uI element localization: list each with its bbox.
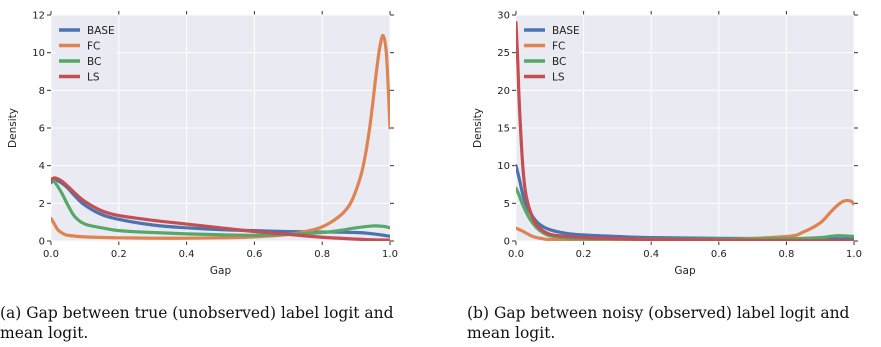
legend-b: BASE FC BC LS <box>521 21 581 89</box>
legend-label-bc-b: BC <box>552 56 566 68</box>
y-tick-label-a: 2 <box>39 199 45 210</box>
y-tick-label-b: 20 <box>497 86 510 97</box>
legend-a: BASE FC BC LS <box>56 21 116 89</box>
caption-b: (b) Gap between noisy (observed) label l… <box>467 304 850 342</box>
x-tick-label-b: 0.2 <box>576 249 592 260</box>
x-tick-label-a: 1.0 <box>382 249 398 260</box>
y-tick-label-a: 6 <box>39 124 45 135</box>
x-tick-label-b: 0.0 <box>508 249 524 260</box>
legend-label-ls-a: LS <box>87 72 100 84</box>
x-tick-label-a: 0.2 <box>111 249 127 260</box>
legend-label-fc-a: FC <box>87 41 100 53</box>
x-tick-label-a: 0.8 <box>314 249 330 260</box>
caption-a: (a) Gap between true (unobserved) label … <box>0 304 394 342</box>
legend-label-base-a: BASE <box>87 25 115 37</box>
y-tick-label-b: 0 <box>504 237 510 248</box>
x-tick-label-a: 0.4 <box>179 249 195 260</box>
y-tick-label-a: 0 <box>39 237 45 248</box>
y-tick-label-a: 8 <box>39 86 45 97</box>
y-axis-label-a: Density <box>7 108 19 148</box>
chart-a: 0.0 0.2 0.4 0.6 0.8 1.0 0 2 4 6 8 10 12 Gap Density BAS… <box>7 11 398 278</box>
y-tick-label-b: 15 <box>497 124 510 135</box>
x-tick-label-a: 0.6 <box>246 249 262 260</box>
y-tick-label-a: 4 <box>39 161 45 172</box>
y-axis-label-b: Density <box>472 108 484 148</box>
y-tick-label-a: 12 <box>32 11 45 22</box>
series-line-ls-b <box>516 20 854 241</box>
x-tick-label-b: 0.8 <box>778 249 794 260</box>
legend-label-fc-b: FC <box>552 41 565 53</box>
legend-label-base-b: BASE <box>552 25 580 37</box>
x-tick-label-b: 1.0 <box>846 249 862 260</box>
y-tick-label-b: 5 <box>504 199 510 210</box>
y-tick-label-b: 10 <box>497 161 510 172</box>
legend-label-ls-b: LS <box>552 72 565 84</box>
chart-b: 0.0 0.2 0.4 0.6 0.8 1.0 0 5 10 15 20 25 30 Gap Density… <box>472 11 862 278</box>
figure-canvas: 0.0 0.2 0.4 0.6 0.8 1.0 0 2 4 6 8 10 12 Gap Density BAS… <box>7 11 862 278</box>
legend-label-bc-a: BC <box>87 56 101 68</box>
y-tick-label-b: 25 <box>497 48 510 59</box>
y-tick-label-a: 10 <box>32 48 45 59</box>
x-axis-label-b: Gap <box>674 265 696 277</box>
y-tick-label-b: 30 <box>497 11 510 22</box>
x-axis-label-a: Gap <box>210 265 232 277</box>
series-line-ls-a <box>51 176 390 241</box>
x-tick-label-a: 0.0 <box>43 249 59 260</box>
x-tick-label-b: 0.6 <box>711 249 727 260</box>
series-line-bc-a <box>51 177 390 237</box>
x-tick-label-b: 0.4 <box>643 249 659 260</box>
